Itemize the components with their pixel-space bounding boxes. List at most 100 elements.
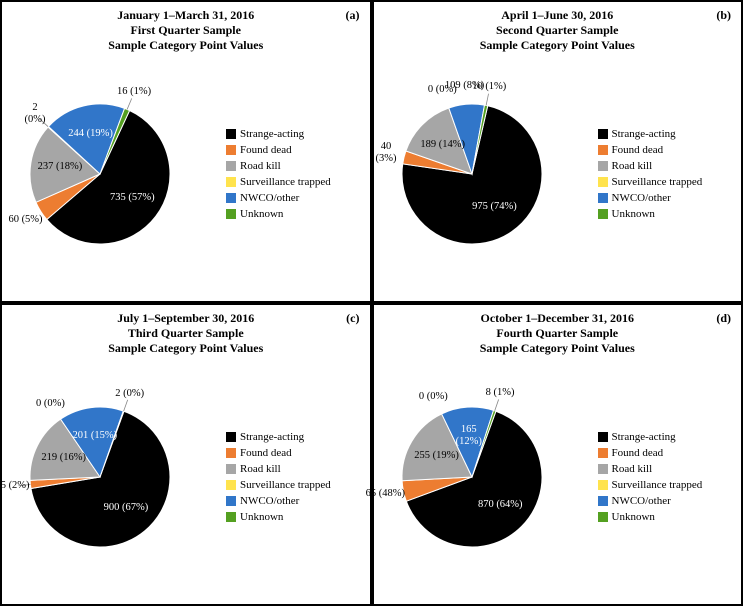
panel-title-line: Sample Category Point Values [382, 341, 734, 356]
legend-item: Found dead [226, 144, 331, 156]
legend-swatch [226, 496, 236, 506]
panel-letter: (a) [346, 8, 360, 23]
legend-label: Found dead [240, 144, 292, 156]
slice-label: 189 (14%) [420, 139, 465, 151]
legend-swatch [226, 193, 236, 203]
legend-item: Surveillance trapped [598, 176, 703, 188]
legend-item: Surveillance trapped [226, 479, 331, 491]
panel-title: April 1–June 30, 2016Second Quarter Samp… [382, 8, 734, 53]
legend-swatch [226, 432, 236, 442]
legend-item: Found dead [226, 447, 331, 459]
legend-swatch [226, 480, 236, 490]
slice-label: 735 (57%) [110, 192, 155, 204]
panel-title-line: Sample Category Point Values [382, 38, 734, 53]
slice-label: 165(12%) [456, 424, 482, 448]
chart-panel: (c)July 1–September 30, 2016Third Quarte… [0, 303, 372, 606]
pie-chart: 900 (67%)25 (2%)219 (16%)0 (0%)201 (15%)… [0, 357, 220, 597]
panel-title-line: Third Quarter Sample [10, 326, 362, 341]
chart-row: 975 (74%)40(3%)189 (14%)0 (0%)109 (8%)10… [382, 57, 734, 290]
legend-swatch [598, 480, 608, 490]
slice-label: 237 (18%) [38, 161, 83, 173]
legend-label: Found dead [240, 447, 292, 459]
slice-label: 201 (15%) [72, 430, 117, 442]
legend-swatch [598, 209, 608, 219]
legend-item: NWCO/other [226, 495, 331, 507]
slice-label: 65 (48%) [366, 488, 405, 500]
legend-item: Road kill [226, 160, 331, 172]
legend-item: Unknown [598, 511, 703, 523]
legend-item: Surveillance trapped [598, 479, 703, 491]
legend-item: Strange-acting [598, 128, 703, 140]
panel-title: January 1–March 31, 2016First Quarter Sa… [10, 8, 362, 53]
slice-label: 870 (64%) [478, 499, 523, 511]
legend-label: Strange-acting [240, 128, 304, 140]
legend-item: NWCO/other [598, 192, 703, 204]
panel-title-line: April 1–June 30, 2016 [382, 8, 734, 23]
chart-row: 735 (57%)60 (5%)237 (18%)2(0%)244 (19%)1… [10, 57, 362, 290]
slice-label: 2(0%) [25, 102, 46, 126]
slice-label: 244 (19%) [68, 128, 113, 140]
legend-swatch [598, 432, 608, 442]
pie-chart: 870 (64%) 65 (48%) 255 (19%) 0 (0%) 165(12%)… [352, 357, 592, 597]
legend-item: Surveillance trapped [226, 176, 331, 188]
legend-label: Surveillance trapped [612, 479, 703, 491]
legend-label: Road kill [240, 160, 281, 172]
legend-item: Road kill [598, 463, 703, 475]
legend-item: Strange-acting [226, 431, 331, 443]
legend: Strange-acting Found dead Road kill Surveil… [226, 431, 331, 523]
legend-label: Surveillance trapped [240, 176, 331, 188]
legend-swatch [598, 193, 608, 203]
legend-label: NWCO/other [240, 192, 299, 204]
legend-swatch [226, 448, 236, 458]
legend-item: Unknown [226, 511, 331, 523]
panel-title-line: Sample Category Point Values [10, 38, 362, 53]
panel-title-line: Second Quarter Sample [382, 23, 734, 38]
panel-title-line: July 1–September 30, 2016 [10, 311, 362, 326]
legend-swatch [226, 177, 236, 187]
pie-svg [0, 54, 220, 294]
legend-swatch [226, 209, 236, 219]
legend-swatch [226, 161, 236, 171]
legend-item: Unknown [598, 208, 703, 220]
leader-line [124, 399, 128, 410]
slice-label: 219 (16%) [41, 452, 86, 464]
chart-row: 900 (67%)25 (2%)219 (16%)0 (0%)201 (15%)… [10, 360, 362, 593]
slice-label: 255 (19%) [414, 450, 459, 462]
legend-label: Road kill [612, 160, 653, 172]
panel-letter: (c) [346, 311, 359, 326]
legend-label: Unknown [612, 208, 655, 220]
chart-panel: (b)April 1–June 30, 2016Second Quarter S… [372, 0, 743, 303]
legend-swatch [226, 464, 236, 474]
panel-letter: (b) [716, 8, 731, 23]
slice-label: 0 (0%) [36, 398, 65, 410]
legend-item: Road kill [598, 160, 703, 172]
legend-item: Road kill [226, 463, 331, 475]
leader-line [127, 98, 132, 109]
legend-item: Strange-acting [226, 128, 331, 140]
legend-label: Surveillance trapped [612, 176, 703, 188]
pie-svg [352, 357, 592, 597]
slice-label: 40(3%) [376, 141, 397, 165]
pie-chart: 975 (74%)40(3%)189 (14%)0 (0%)109 (8%)10… [352, 54, 592, 294]
slice-label: 10 (1%) [472, 81, 506, 93]
slice-label: 900 (67%) [104, 502, 149, 514]
slice-label: 2 (0%) [115, 388, 144, 400]
leader-line [486, 93, 488, 105]
slice-label: 0 (0%) [419, 391, 448, 403]
legend-label: NWCO/other [612, 192, 671, 204]
legend-swatch [598, 145, 608, 155]
legend-item: Unknown [226, 208, 331, 220]
panel-title-line: Sample Category Point Values [10, 341, 362, 356]
legend-label: Surveillance trapped [240, 479, 331, 491]
panel-title: October 1–December 31, 2016Fourth Quarte… [382, 311, 734, 356]
legend-swatch [598, 512, 608, 522]
panel-title-line: January 1–March 31, 2016 [10, 8, 362, 23]
legend-label: Unknown [612, 511, 655, 523]
slice-label: 60 (5%) [8, 214, 42, 226]
legend-label: Strange-acting [240, 431, 304, 443]
legend-swatch [226, 145, 236, 155]
legend-swatch [226, 512, 236, 522]
leader-line [494, 399, 498, 410]
legend-item: Strange-acting [598, 431, 703, 443]
legend-swatch [598, 496, 608, 506]
